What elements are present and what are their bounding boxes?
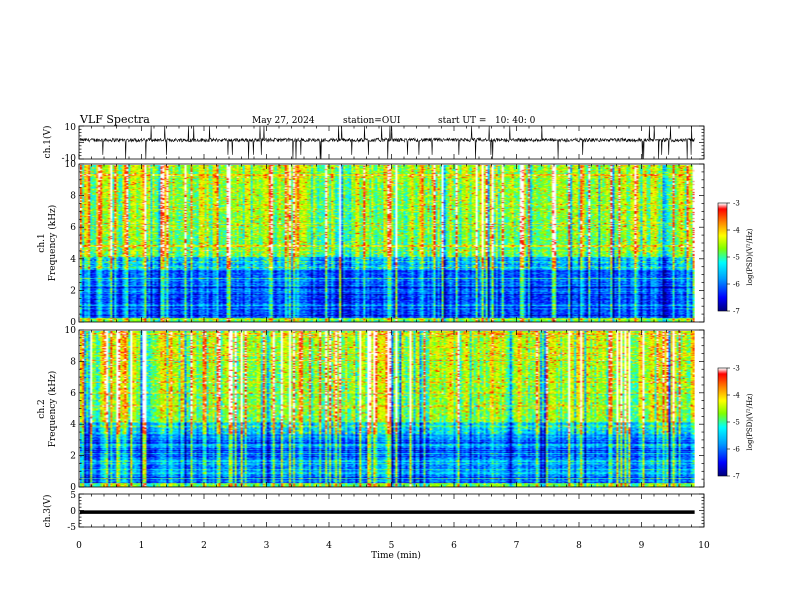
x-tick-label: 10 (698, 541, 710, 551)
ch1-waveform-line (79, 125, 695, 160)
x-tick-label: 4 (326, 541, 332, 551)
colorbar-tick-label: -3 (733, 200, 740, 208)
y-tick-label: 8 (70, 357, 76, 367)
colorbar-fill (718, 203, 727, 311)
colorbar-tick-label: -5 (733, 254, 740, 262)
ch3-ytick-bottom: -5 (67, 523, 76, 533)
x-tick-label: 6 (451, 541, 457, 551)
y-tick-label: 4 (70, 255, 76, 265)
ch1-spectrogram-ylabel-frequency: Frequency (kHz) (47, 205, 58, 282)
colorbar-tick-label: -4 (733, 392, 740, 400)
colorbar-tick-label: -4 (733, 227, 740, 235)
colorbar-tick-label: -6 (733, 446, 740, 454)
colorbar-tick-label: -7 (733, 308, 740, 316)
y-tick-label: 0 (70, 483, 76, 493)
x-tick-label: 9 (639, 541, 645, 551)
ch1-waveform-panel: 10 -10 ch.1(V) (42, 123, 705, 164)
colorbar-tick-label: -3 (733, 365, 740, 373)
ch1-spectrogram-image (80, 165, 695, 322)
ch1-colorbar: -3 -4 -5 -6 -7 log(PSD)(V²/Hz) (717, 200, 754, 316)
y-tick-label: 0 (70, 318, 76, 328)
figure-title: VLF Spectra (79, 113, 150, 126)
x-axis-tick-labels: 0 1 2 3 4 5 6 7 8 9 10 (76, 541, 710, 551)
colorbar-tick-label: -7 (733, 473, 740, 481)
x-tick-label: 3 (264, 541, 270, 551)
ch2-spectrogram-ylabel-frequency: Frequency (kHz) (47, 371, 58, 448)
y-tick-label: 8 (70, 192, 76, 202)
ch1-spectrogram-panel: 0 2 4 6 8 10 ch.1 Frequency (kHz) (37, 160, 705, 328)
ch1-waveform-trace (79, 125, 695, 160)
y-tick-label: 10 (65, 326, 77, 336)
y-tick-label: 10 (65, 160, 77, 170)
x-tick-label: 0 (76, 541, 82, 551)
y-tick-label: 6 (70, 223, 76, 233)
y-tick-label: 6 (70, 389, 76, 399)
ch2-colorbar: -3 -4 -5 -6 -7 log(PSD)(V²/Hz) (717, 365, 754, 481)
ch1-waveform-ylabel: ch.1(V) (42, 126, 53, 159)
header-start-time: start UT = 10: 40: 0 (438, 116, 536, 126)
colorbar-fill (718, 368, 727, 476)
ch3-ytick-middle: 0 (70, 507, 76, 517)
ch1-ytick-top: 10 (65, 123, 77, 133)
ch2-colorbar-label: log(PSD)(V²/Hz) (746, 393, 754, 450)
y-tick-label: 2 (70, 452, 76, 462)
x-axis-label: Time (min) (371, 550, 421, 561)
colorbar-tick-label: -5 (733, 419, 740, 427)
ch2-spectrogram-ylabel-channel: ch.2 (37, 399, 47, 418)
x-tick-label: 5 (389, 541, 395, 551)
ch1-colorbar-label: log(PSD)(V²/Hz) (746, 228, 754, 285)
ch2-spectrogram-panel: 0 2 4 6 8 10 ch.2 Frequency (kHz) (37, 326, 705, 493)
ch1-ytick-bottom: -10 (62, 154, 77, 164)
x-tick-label: 8 (576, 541, 582, 551)
y-tick-label: 2 (70, 286, 76, 296)
x-tick-label: 2 (201, 541, 207, 551)
x-tick-label: 7 (514, 541, 520, 551)
ch1-spectrogram-ylabel-channel: ch.1 (37, 233, 47, 252)
ch3-ytick-top: 5 (70, 491, 76, 501)
colorbar-tick-label: -6 (733, 281, 740, 289)
x-tick-label: 1 (139, 541, 145, 551)
ch2-spectrogram-image (80, 331, 695, 487)
y-tick-label: 4 (70, 420, 76, 430)
header-date: May 27, 2024 (252, 116, 315, 126)
header-station: station=OUI (343, 116, 401, 126)
ch3-waveform-ylabel: ch.3(V) (42, 495, 53, 528)
ch3-waveform-panel: 5 0 -5 ch.3(V) (42, 491, 705, 533)
